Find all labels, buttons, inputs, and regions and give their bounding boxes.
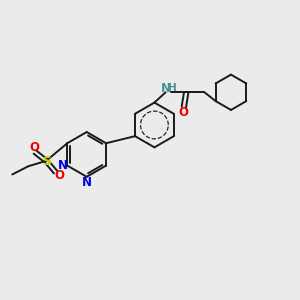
Text: O: O xyxy=(178,106,188,118)
Text: H: H xyxy=(168,83,176,93)
Text: O: O xyxy=(55,169,65,182)
Text: S: S xyxy=(42,155,51,168)
Text: N: N xyxy=(161,82,171,95)
Text: N: N xyxy=(82,176,92,189)
Text: O: O xyxy=(29,141,39,154)
Text: N: N xyxy=(58,158,68,172)
